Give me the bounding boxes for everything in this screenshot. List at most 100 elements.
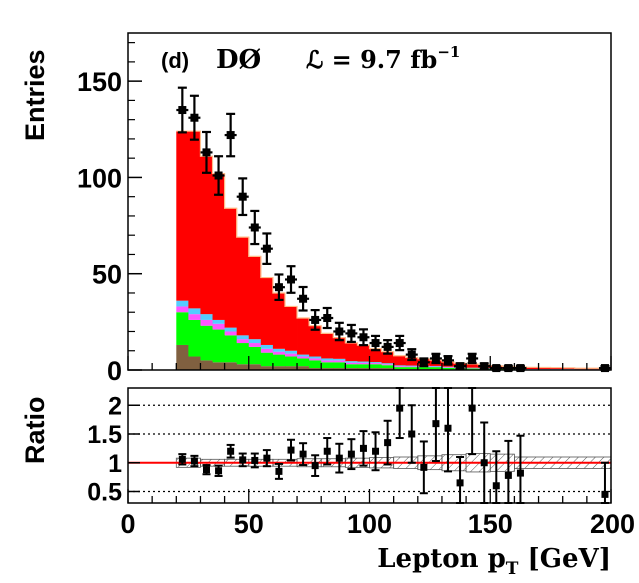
data-point (405, 348, 418, 362)
stack-bar-brown (345, 368, 358, 370)
ratio-point (287, 438, 296, 462)
y-tick-label: 100 (77, 163, 122, 193)
ratio-marker (601, 490, 609, 498)
luminosity-exponent: −1 (437, 43, 460, 61)
stack-bar-green (248, 346, 262, 365)
stack-bar-red (309, 325, 322, 357)
stack-bar-red (538, 367, 552, 370)
data-marker (178, 106, 187, 115)
data-point (441, 355, 454, 366)
stack-bar-red (248, 256, 262, 340)
ratio-point (262, 449, 271, 468)
x-axis-label-text: Lepton p (377, 544, 506, 574)
stack-bar-green (381, 365, 395, 369)
ratio-point (238, 452, 247, 468)
stack-bar-magenta (224, 331, 238, 336)
ratio-point (250, 452, 259, 469)
stack-bar-red (357, 345, 370, 362)
data-marker (468, 354, 477, 363)
stack-bar-magenta (393, 366, 407, 368)
data-point (490, 364, 503, 373)
data-marker (371, 339, 380, 348)
ratio-x-axis: 0 50 100 150 200 (120, 489, 635, 539)
data-marker (480, 362, 489, 371)
ratio-marker (504, 471, 512, 479)
ratio-marker (215, 467, 223, 475)
ratio-marker (444, 424, 452, 432)
x-tick-label: 150 (468, 509, 513, 539)
stack-bar-red (405, 357, 419, 366)
stack-bar-magenta (381, 364, 395, 366)
stack-bar-green (272, 354, 286, 367)
stack-bar-cyan (212, 319, 225, 324)
stack-bar-magenta (441, 367, 455, 368)
ratio-marker (299, 450, 307, 458)
stack-bar-green (224, 335, 238, 363)
stack-bar-green (309, 360, 322, 369)
data-marker (214, 171, 223, 180)
ratio-point (190, 454, 199, 468)
stack-bar-red (272, 292, 286, 349)
stack-bar-magenta (236, 339, 250, 344)
ratio-y-axis: 0.511.52 (87, 392, 140, 507)
ratio-y-tick-label: 0.5 (87, 479, 122, 507)
data-point (454, 362, 467, 371)
stack-bar-brown (248, 364, 262, 370)
ratio-point (311, 454, 320, 477)
x-tick-label: 0 (120, 509, 135, 539)
stack-bar-cyan (200, 314, 213, 320)
stack-bar-red (176, 131, 189, 301)
stack-bar-cyan (272, 348, 286, 352)
main-y-axis: 0 50 100 150 (77, 42, 142, 386)
ratio-marker (275, 467, 283, 475)
stack-bar-cyan (381, 363, 395, 365)
stack-bar-cyan (369, 362, 382, 364)
y-tick-label: 50 (92, 260, 122, 290)
stack-bar-red (260, 277, 274, 345)
luminosity-value: ℒ = 9.7 fb (306, 45, 437, 74)
data-marker (323, 314, 332, 323)
x-tick-label: 200 (590, 509, 635, 539)
ratio-marker (408, 430, 416, 438)
stack-outline (176, 130, 611, 370)
ratio-point (347, 438, 356, 471)
stack-bar-cyan (345, 361, 358, 363)
stack-bar-magenta (260, 348, 274, 353)
ratio-marker (420, 463, 428, 471)
stack-bar-cyan (260, 344, 274, 349)
stack-bar-cyan (224, 327, 238, 332)
data-marker (250, 223, 259, 232)
ratio-point (202, 464, 211, 476)
data-point (297, 285, 310, 312)
data-marker (287, 275, 296, 284)
ratio-y-axis-label: Ratio (20, 397, 50, 465)
stack-bar-magenta (200, 319, 213, 326)
stack-bar-cyan (429, 365, 443, 367)
ratio-marker (178, 455, 186, 463)
stack-bar-cyan (248, 339, 262, 344)
stack-bar-brown (309, 368, 322, 370)
stack-bar-brown (357, 368, 370, 370)
data-point (176, 86, 189, 134)
stack-bar-magenta (188, 314, 201, 320)
stack-bar-magenta (212, 323, 225, 330)
data-point (429, 352, 442, 365)
stack-bar-green (188, 319, 201, 357)
stack-bar-red (333, 337, 346, 359)
stack-bar-magenta (176, 306, 189, 313)
stack-bar-green (236, 343, 250, 365)
ratio-marker (251, 456, 259, 464)
stack-bar-cyan (441, 366, 455, 368)
stack-bar-cyan (309, 356, 322, 359)
ratio-marker (287, 446, 295, 454)
stack-bar-brown (321, 368, 334, 370)
stack-bar-red (188, 131, 201, 309)
ratio-marker (190, 457, 198, 465)
stack-bar-red (200, 156, 213, 315)
stack-bar-cyan (405, 365, 419, 367)
x-axis-label: Lepton pT [GeV] (377, 544, 611, 579)
data-marker (238, 192, 247, 201)
stack-bar-green (405, 367, 419, 370)
ratio-marker (432, 420, 440, 428)
